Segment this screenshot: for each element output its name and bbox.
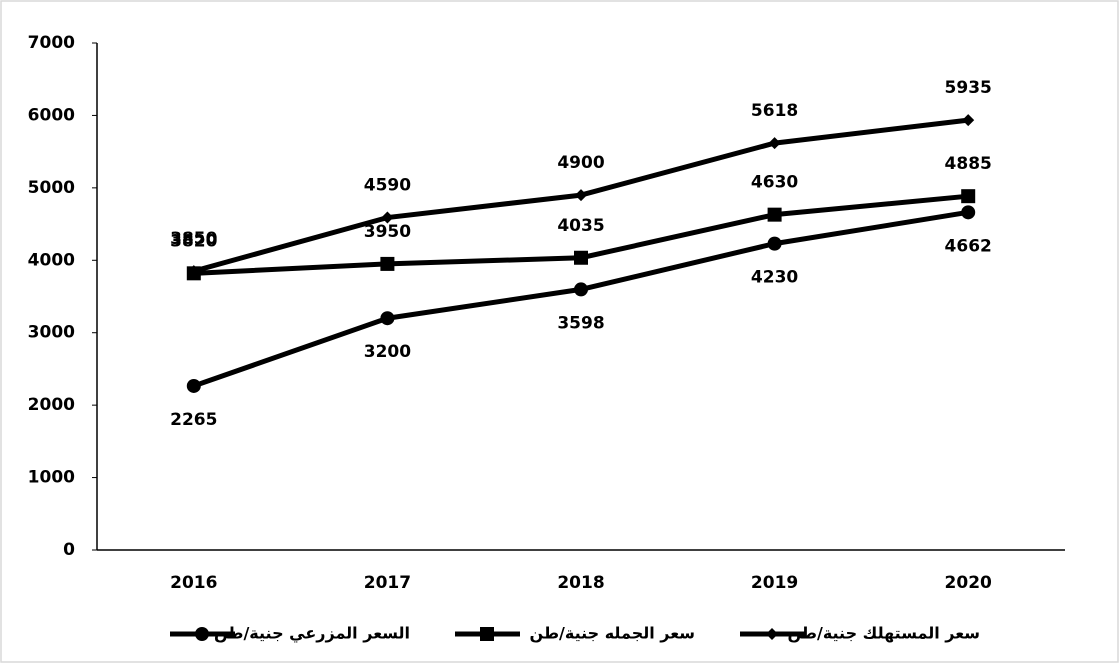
marker	[574, 250, 588, 265]
marker	[962, 114, 975, 127]
marker	[961, 189, 976, 204]
y-tick-label: 0	[63, 540, 75, 560]
marker	[575, 189, 587, 202]
x-tick-label: 2019	[751, 573, 798, 593]
marker	[766, 628, 778, 640]
data-label: 5935	[945, 78, 992, 98]
marker	[381, 211, 394, 224]
data-label: 5618	[751, 101, 798, 121]
data-label: 4900	[557, 153, 604, 173]
x-tick-label: 2018	[557, 573, 604, 593]
data-label: 4230	[751, 268, 798, 288]
marker	[480, 627, 494, 641]
data-label: 3850	[170, 229, 217, 249]
y-tick-label: 6000	[28, 105, 75, 125]
y-tick-label: 2000	[28, 395, 75, 415]
data-label: 4590	[364, 176, 411, 196]
x-tick-label: 2017	[364, 573, 411, 593]
marker	[186, 378, 201, 393]
x-tick-label: 2016	[170, 573, 217, 593]
y-tick-label: 4000	[28, 250, 75, 270]
marker	[961, 205, 976, 220]
legend-label: سعر الجمله جنية/طن	[530, 624, 695, 643]
data-label: 3820	[170, 231, 217, 251]
marker	[187, 265, 200, 278]
legend-label: سعر المستهلك جنية/طن	[788, 624, 981, 643]
marker	[767, 236, 782, 251]
y-tick-label: 7000	[28, 33, 75, 53]
data-label: 4885	[945, 154, 992, 174]
marker	[380, 256, 395, 271]
marker	[380, 311, 395, 326]
marker	[195, 627, 209, 641]
data-label: 3200	[364, 342, 411, 362]
y-tick-label: 1000	[28, 468, 75, 488]
x-tick-label: 2020	[945, 573, 992, 593]
data-label: 4662	[945, 236, 992, 256]
data-label: 4035	[557, 216, 604, 236]
marker	[768, 137, 781, 150]
data-label: 2265	[170, 410, 217, 430]
marker	[767, 207, 782, 222]
data-label: 3950	[364, 222, 411, 242]
data-label: 4630	[751, 173, 798, 193]
marker	[574, 282, 588, 297]
legend-label: السعر المزرعي جنية/طن	[214, 624, 410, 644]
y-tick-label: 5000	[28, 178, 75, 198]
data-label: 3598	[557, 313, 604, 333]
y-tick-label: 3000	[28, 323, 75, 343]
